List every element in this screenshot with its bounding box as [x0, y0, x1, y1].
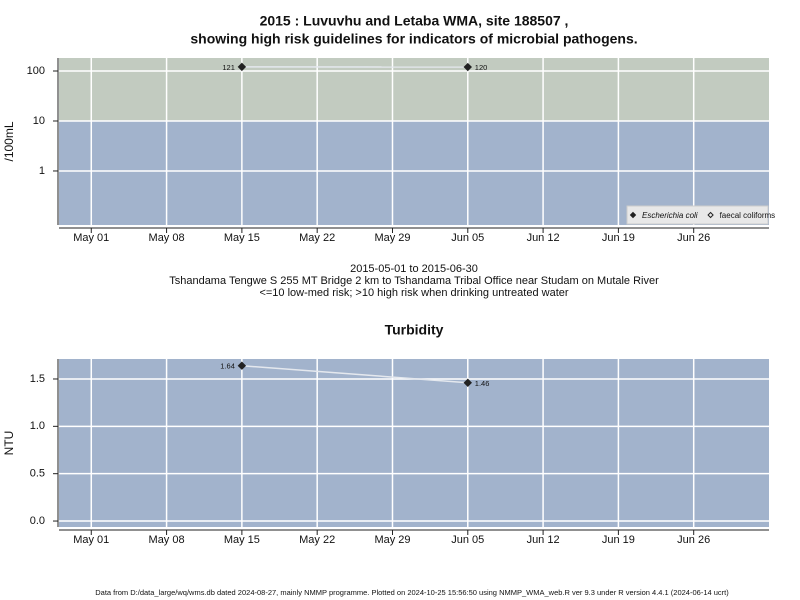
x-tick-label: Jun 19: [602, 232, 635, 244]
data-label: 1.46: [475, 379, 490, 388]
chart-title: Turbidity: [385, 322, 444, 338]
x-tick-label: May 08: [149, 534, 185, 546]
caption: Tshandama Tengwe S 255 MT Bridge 2 km to…: [169, 275, 659, 287]
x-tick-label: Jun 05: [451, 232, 484, 244]
x-tick-label: May 29: [374, 232, 410, 244]
x-tick-label: May 01: [73, 232, 109, 244]
legend-label: faecal coliforms: [720, 211, 776, 220]
legend-label: Escherichia coli: [642, 211, 698, 220]
y-tick-label: 100: [27, 65, 45, 77]
y-tick-label: 1.5: [30, 373, 45, 385]
data-point: [237, 62, 247, 72]
x-tick-label: May 22: [299, 534, 335, 546]
x-tick-label: Jun 26: [677, 534, 710, 546]
x-tick-label: Jun 12: [527, 232, 560, 244]
data-label: 121: [222, 63, 235, 72]
y-tick-label: 1: [39, 165, 45, 177]
x-tick-label: May 29: [374, 534, 410, 546]
legend-marker: [629, 211, 637, 219]
y-tick-label: 0.5: [30, 468, 45, 480]
y-tick-label: 0.0: [30, 515, 45, 527]
x-tick-label: May 22: [299, 232, 335, 244]
chart-title: showing high risk guidelines for indicat…: [190, 31, 637, 47]
y-tick-label: 1.0: [30, 420, 45, 432]
caption: <=10 low-med risk; >10 high risk when dr…: [259, 287, 568, 299]
x-tick-label: Jun 26: [677, 232, 710, 244]
x-tick-label: Jun 05: [451, 534, 484, 546]
y-axis-label: /100mL: [2, 121, 16, 161]
legend-box: [626, 205, 769, 225]
high-risk-band: [59, 58, 769, 121]
x-tick-label: May 01: [73, 534, 109, 546]
x-tick-label: May 15: [224, 534, 260, 546]
data-point: [463, 62, 472, 72]
data-point: [463, 378, 472, 387]
data-label: 1.64: [220, 362, 235, 371]
data-point: [237, 361, 247, 370]
y-tick-label: 10: [33, 115, 45, 127]
x-tick-label: Jun 19: [602, 534, 635, 546]
x-tick-label: May 08: [149, 232, 185, 244]
x-tick-label: Jun 12: [527, 534, 560, 546]
x-tick-label: May 15: [224, 232, 260, 244]
data-label: 120: [475, 63, 488, 72]
plot-background: [59, 359, 769, 527]
y-axis-label: NTU: [2, 431, 16, 456]
chart-title: 2015 : Luvuvhu and Letaba WMA, site 1885…: [260, 13, 569, 29]
series-line: [241, 364, 468, 384]
footer: Data from D:/data_large/wq/wms.db dated …: [95, 588, 729, 597]
caption: 2015-05-01 to 2015-06-30: [350, 263, 478, 275]
legend-marker: [707, 211, 714, 219]
